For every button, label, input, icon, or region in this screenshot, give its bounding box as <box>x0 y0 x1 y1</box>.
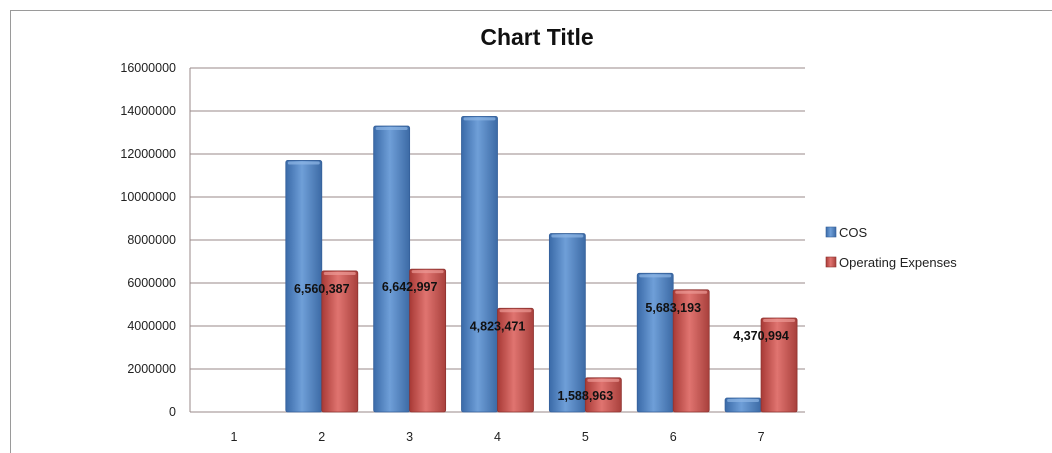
y-tick-label: 12000000 <box>120 147 176 161</box>
bar-highlight <box>499 309 532 313</box>
x-tick-label: 6 <box>670 430 677 444</box>
x-axis-ticks: 1 2 3 4 5 6 7 <box>230 430 764 444</box>
bar-highlight <box>587 378 620 382</box>
frame-border-left <box>10 10 11 453</box>
bar-cos-3 <box>373 125 411 413</box>
bar-cos-6 <box>636 272 674 413</box>
frame-border-top <box>10 10 1052 11</box>
bar-operating-expenses-4 <box>497 307 534 413</box>
data-label: 4,823,471 <box>470 319 526 333</box>
y-axis-ticks: 0 2000000 4000000 6000000 8000000 10000000 120… <box>120 61 176 419</box>
x-tick-label: 3 <box>406 430 413 444</box>
chart-title: Chart Title <box>480 24 593 50</box>
bar-highlight <box>675 290 708 294</box>
bars <box>285 115 798 413</box>
data-label: 6,642,997 <box>382 280 438 294</box>
data-label: 4,370,994 <box>733 329 789 343</box>
legend-label: Operating Expenses <box>839 255 957 270</box>
y-tick-label: 16000000 <box>120 61 176 75</box>
bar-highlight <box>551 234 584 238</box>
bar-operating-expenses-7 <box>760 317 798 413</box>
data-label: 1,588,963 <box>558 389 614 403</box>
x-tick-label: 5 <box>582 430 589 444</box>
y-tick-label: 6000000 <box>127 276 176 290</box>
bar-operating-expenses-6 <box>672 289 710 413</box>
bar-operating-expenses-5 <box>584 377 622 413</box>
y-tick-label: 4000000 <box>127 319 176 333</box>
legend: COS Operating Expenses <box>825 225 957 270</box>
legend-swatch-cos <box>825 226 837 238</box>
x-tick-label: 2 <box>318 430 325 444</box>
bar-highlight <box>463 117 496 121</box>
bar-highlight <box>639 274 672 278</box>
legend-label: COS <box>839 225 868 240</box>
y-tick-label: 10000000 <box>120 190 176 204</box>
x-tick-label: 7 <box>758 430 765 444</box>
bar-operating-expenses-3 <box>409 268 447 413</box>
y-tick-label: 8000000 <box>127 233 176 247</box>
bar-highlight <box>411 270 444 274</box>
bar-cos-5 <box>548 233 586 413</box>
bar-operating-expenses-2 <box>321 270 359 413</box>
legend-swatch-operating-expenses <box>825 256 837 268</box>
bar-highlight <box>763 319 796 323</box>
y-tick-label: 0 <box>169 405 176 419</box>
data-label: 5,683,193 <box>645 301 701 315</box>
bar-cos-4 <box>461 115 498 413</box>
y-tick-label: 14000000 <box>120 104 176 118</box>
y-tick-label: 2000000 <box>127 362 176 376</box>
bar-highlight <box>287 161 320 165</box>
data-label: 6,560,387 <box>294 282 350 296</box>
data-labels: 6,560,387 6,642,997 4,823,471 1,588,963 5,68… <box>294 280 789 403</box>
x-tick-label: 1 <box>230 430 237 444</box>
x-tick-label: 4 <box>494 430 501 444</box>
bar-highlight <box>323 271 356 275</box>
bar-highlight <box>727 399 760 403</box>
bar-highlight <box>375 127 408 131</box>
